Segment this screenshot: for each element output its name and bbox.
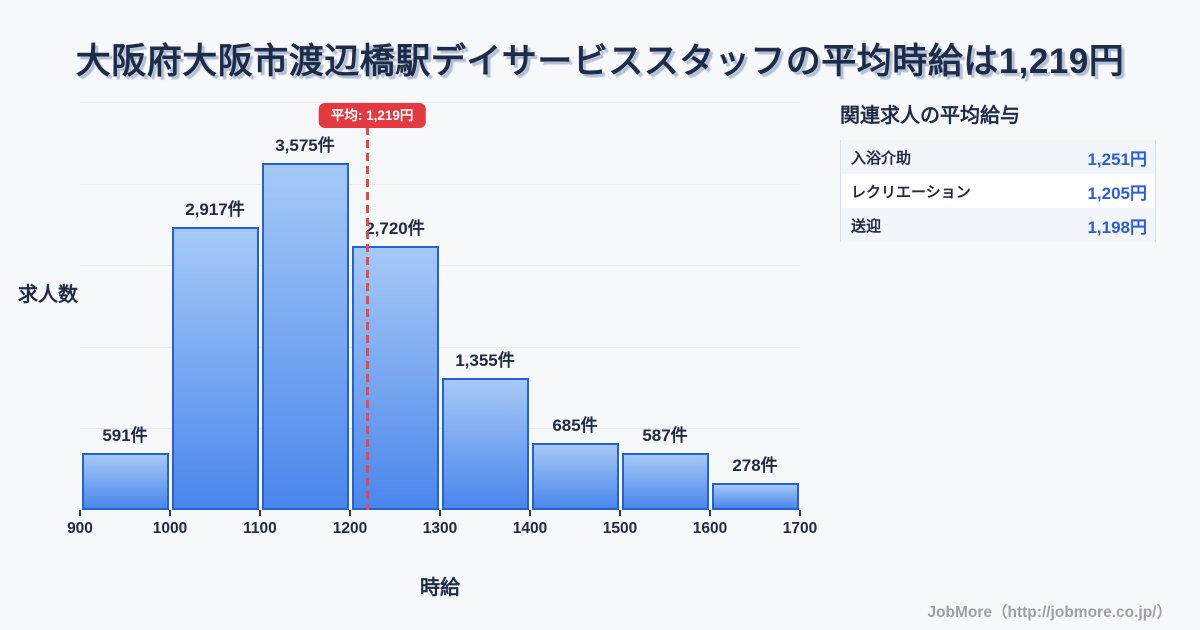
x-tick	[709, 510, 711, 516]
histogram-bar	[261, 162, 349, 510]
related-job-label: 送迎	[851, 217, 882, 235]
related-job-row: 入浴介助 1,251円	[841, 140, 1155, 174]
bar-value-label: 278件	[732, 455, 778, 475]
gridline	[80, 265, 800, 267]
related-job-value: 1,198円	[1087, 217, 1147, 237]
related-job-value: 1,251円	[1087, 149, 1147, 169]
bar-value-label: 2,917件	[185, 199, 245, 219]
x-tick	[439, 510, 441, 516]
bar-value-label: 3,575件	[275, 135, 335, 155]
related-jobs-table: 入浴介助 1,251円レクリエーション 1,205円送迎 1,198円	[840, 140, 1156, 242]
gridline	[80, 183, 800, 185]
histogram-bar	[711, 482, 799, 510]
gridline	[80, 346, 800, 348]
x-tick-label: 1200	[332, 520, 368, 537]
bar-value-label: 591件	[102, 425, 148, 445]
bar-value-label: 1,355件	[455, 351, 515, 371]
x-tick	[799, 510, 801, 516]
histogram-bar	[81, 452, 169, 510]
bar-value-label: 2,720件	[365, 218, 425, 238]
y-axis-title: 求人数	[18, 284, 78, 306]
x-tick-label: 1600	[692, 520, 728, 537]
x-tick	[79, 510, 81, 516]
bar-value-label: 587件	[642, 425, 688, 445]
related-job-row: レクリエーション 1,205円	[841, 174, 1155, 208]
histogram-bar	[441, 378, 529, 510]
x-tick-label: 1700	[782, 520, 818, 537]
average-line	[365, 127, 369, 510]
gridline	[80, 102, 800, 103]
x-tick	[349, 510, 351, 516]
x-tick	[529, 510, 531, 516]
x-tick-label: 1000	[152, 520, 188, 537]
x-tick-label: 1100	[243, 520, 277, 537]
footer-credit: JobMore（http://jobmore.co.jp/）	[927, 604, 1172, 621]
x-tick-label: 1400	[512, 520, 548, 537]
x-tick	[169, 510, 171, 516]
page-title: 大阪府大阪市渡辺橋駅デイサービススタッフの平均時給は1,219円	[75, 42, 1125, 81]
related-job-row: 送迎 1,198円	[841, 208, 1155, 242]
histogram-bar	[621, 452, 709, 510]
average-badge: 平均: 1,219円	[318, 103, 426, 128]
histogram-bar	[171, 226, 259, 510]
related-job-label: 入浴介助	[851, 149, 912, 167]
bar-value-label: 685件	[552, 416, 598, 436]
x-tick	[259, 510, 261, 516]
related-job-label: レクリエーション	[851, 183, 971, 201]
x-tick	[619, 510, 621, 516]
related-job-value: 1,205円	[1087, 183, 1147, 203]
gridline	[80, 428, 800, 430]
x-axis-title: 時給	[420, 577, 460, 599]
histogram-bar	[351, 245, 439, 510]
x-tick-label: 900	[67, 520, 93, 537]
x-tick-label: 1500	[602, 520, 638, 537]
histogram-bar	[531, 443, 619, 510]
related-jobs-title: 関連求人の平均給与	[840, 105, 1020, 127]
x-tick-label: 1300	[422, 520, 458, 537]
